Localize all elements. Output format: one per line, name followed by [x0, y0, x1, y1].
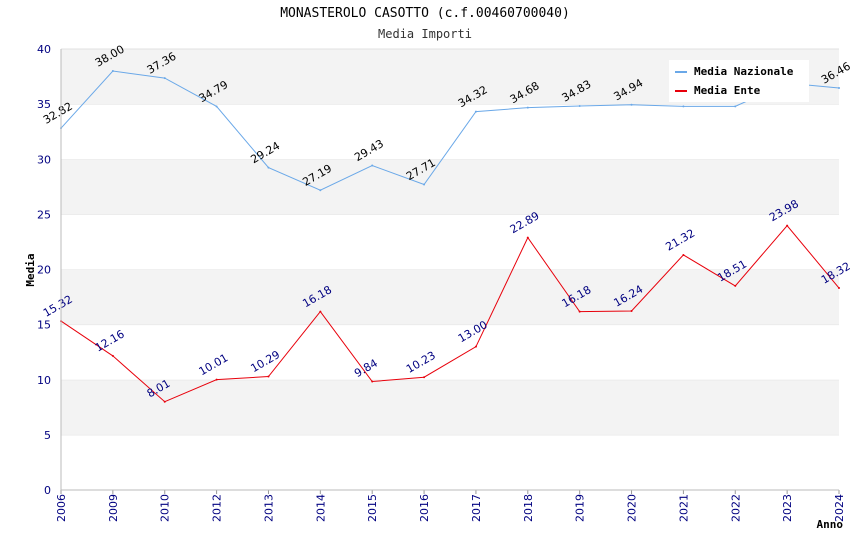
- grid-band: [61, 214, 839, 270]
- x-tick-label: 2010: [159, 494, 172, 522]
- data-point: [474, 345, 477, 348]
- x-tick-label: 2014: [314, 494, 327, 522]
- y-tick-label: 0: [44, 484, 51, 497]
- data-point: [838, 287, 840, 290]
- data-point: [526, 106, 529, 109]
- data-point: [734, 284, 737, 287]
- x-tick-label: 2020: [626, 494, 639, 522]
- data-point: [163, 400, 166, 403]
- y-tick-label: 40: [37, 43, 51, 56]
- grid-band: [61, 104, 839, 160]
- legend-box: [669, 60, 809, 102]
- x-tick-label: 2019: [574, 494, 587, 522]
- grid-band: [61, 379, 839, 435]
- data-point: [734, 105, 737, 108]
- x-tick-label: 2021: [677, 494, 690, 522]
- x-tick-label: 2022: [729, 494, 742, 522]
- data-point: [371, 164, 374, 167]
- data-point: [319, 310, 322, 313]
- data-point: [423, 376, 426, 379]
- y-tick-label: 35: [37, 98, 51, 111]
- data-point: [630, 103, 633, 106]
- grid-band: [61, 159, 839, 215]
- y-tick-label: 20: [37, 264, 51, 277]
- legend-label: Media Ente: [694, 84, 761, 97]
- x-tick-label: 2006: [55, 494, 68, 522]
- data-point: [215, 105, 218, 108]
- chart-subtitle: Media Importi: [378, 27, 472, 41]
- x-tick-label: 2018: [522, 494, 535, 522]
- chart-title: MONASTEROLO CASOTTO (c.f.00460700040): [280, 6, 570, 21]
- series-line-media-nazionale: [60, 70, 840, 191]
- x-tick-label: 2024: [833, 494, 846, 522]
- data-point: [474, 110, 477, 113]
- x-tick-label: 2009: [107, 494, 120, 522]
- y-tick-label: 10: [37, 374, 51, 387]
- y-tick-label: 5: [44, 429, 51, 442]
- data-point: [578, 104, 581, 107]
- x-tick-label: 2015: [366, 494, 379, 522]
- x-tick-label: 2012: [211, 494, 224, 522]
- data-point: [838, 87, 840, 90]
- data-point: [111, 70, 114, 73]
- series-line-media-ente: [60, 224, 840, 403]
- data-point: [163, 77, 166, 80]
- data-point: [630, 309, 633, 312]
- data-point: [267, 166, 270, 169]
- data-point: [111, 354, 114, 357]
- data-point: [371, 380, 374, 383]
- y-tick-label: 30: [37, 153, 51, 166]
- y-axis-title: Media: [24, 253, 37, 286]
- x-tick-label: 2017: [470, 494, 483, 522]
- data-point: [682, 105, 685, 108]
- data-point: [526, 236, 529, 239]
- data-point: [786, 224, 789, 227]
- data-point: [319, 189, 322, 192]
- data-point: [215, 378, 218, 381]
- y-tick-label: 25: [37, 208, 51, 221]
- x-tick-label: 2023: [781, 494, 794, 522]
- y-tick-label: 15: [37, 319, 51, 332]
- data-point: [423, 183, 426, 186]
- x-tick-label: 2013: [262, 494, 275, 522]
- grid-band: [61, 324, 839, 380]
- data-point: [578, 310, 581, 313]
- x-tick-label: 2016: [418, 494, 431, 522]
- data-point: [267, 375, 270, 378]
- legend-label: Media Nazionale: [694, 65, 794, 78]
- data-point: [682, 253, 685, 256]
- grid-band: [61, 434, 839, 490]
- x-axis-title: Anno: [817, 518, 844, 531]
- grid-band: [61, 269, 839, 325]
